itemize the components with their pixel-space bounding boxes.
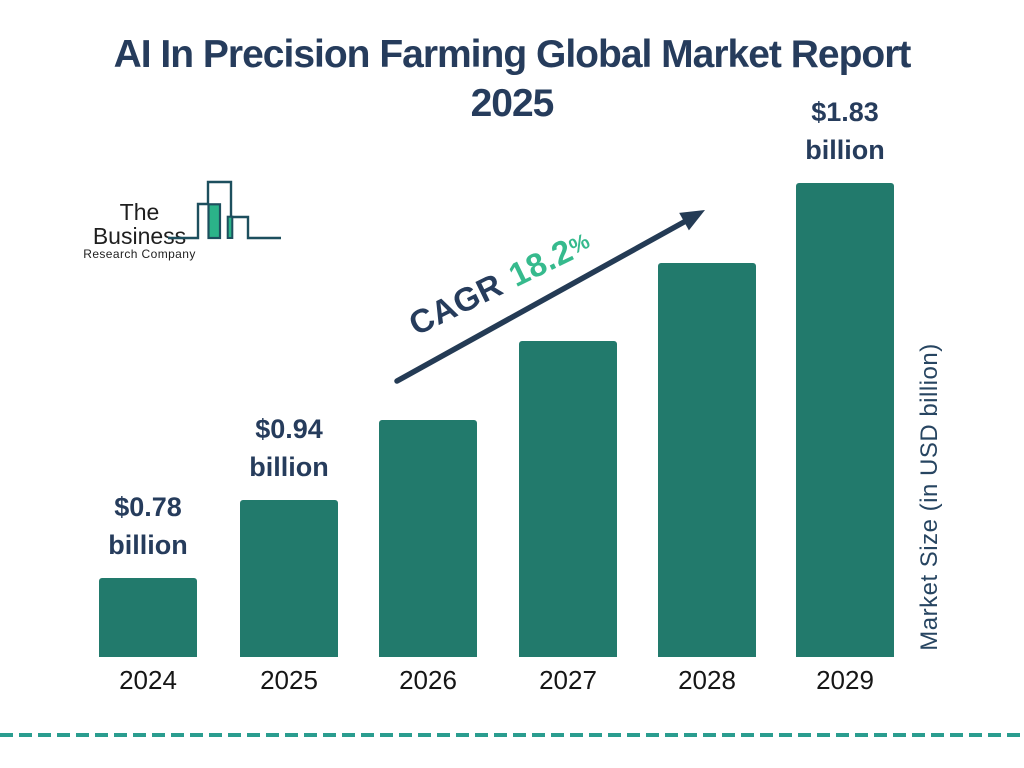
chart-title-line-1: AI In Precision Farming Global Market Re…: [113, 33, 912, 76]
value-label-2024-unit: billion: [108, 530, 188, 560]
value-label-2029: $1.83 billion: [755, 93, 935, 169]
value-label-2025-unit: billion: [249, 452, 329, 482]
x-tick-2028: 2028: [678, 665, 736, 695]
chart-title-line-2: 2025: [470, 82, 555, 125]
company-name: The Business: [92, 199, 187, 249]
bar-2024: [99, 578, 197, 657]
value-label-2024-amount: $0.78: [114, 492, 182, 522]
x-tick-2027: 2027: [539, 665, 597, 695]
cagr-label: CAGR: [402, 265, 509, 343]
company-logo-text: The Business Research Company: [77, 200, 202, 261]
x-tick-2026: 2026: [399, 665, 457, 695]
value-label-2025: $0.94 billion: [199, 410, 379, 486]
x-tick-2024: 2024: [119, 665, 177, 695]
value-label-2024: $0.78 billion: [58, 488, 238, 564]
logo-bars-icon: [168, 180, 281, 240]
bar-2025: [240, 500, 338, 657]
company-subname: Research Company: [83, 247, 196, 261]
value-label-2025-amount: $0.94: [255, 414, 323, 444]
chart-title: AI In Precision Farming Global Market Re…: [0, 30, 1024, 128]
bar-2026: [379, 420, 477, 657]
bar-2029: [796, 183, 894, 657]
value-label-2029-amount: $1.83: [811, 97, 879, 127]
x-tick-2025: 2025: [260, 665, 318, 695]
y-axis-label: Market Size (in USD billion): [916, 343, 943, 651]
value-label-2029-unit: billion: [805, 135, 885, 165]
bar-2027: [519, 341, 617, 657]
x-tick-2029: 2029: [816, 665, 874, 695]
bar-2028: [658, 263, 756, 657]
bottom-dashed-divider: [0, 733, 1024, 737]
company-logo: The Business Research Company: [70, 176, 300, 261]
